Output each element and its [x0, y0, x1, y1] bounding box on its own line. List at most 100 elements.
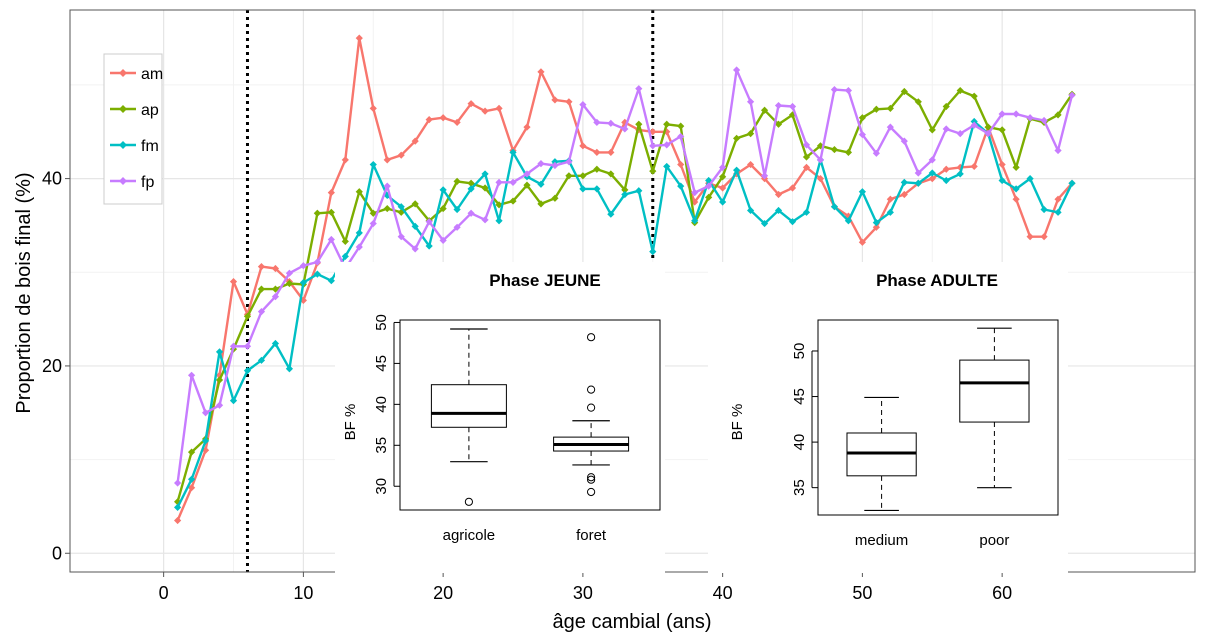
data-point [1040, 205, 1048, 214]
outlier-point [587, 487, 596, 497]
data-point [900, 178, 908, 186]
data-point [481, 184, 489, 192]
data-point [341, 237, 349, 245]
legend-marker [119, 177, 127, 185]
data-point [565, 98, 573, 106]
data-point [788, 111, 797, 119]
data-point [1068, 179, 1076, 187]
data-point [900, 87, 908, 96]
data-point [1040, 116, 1048, 125]
data-point [481, 216, 489, 224]
series-ap [174, 86, 1076, 506]
data-point [872, 223, 880, 231]
data-point [677, 132, 685, 141]
data-point [495, 201, 503, 209]
data-point [509, 148, 517, 156]
data-point [593, 185, 601, 193]
data-point [844, 148, 853, 156]
data-point [1026, 114, 1034, 122]
data-point [1054, 111, 1062, 119]
data-point [579, 101, 587, 109]
series-lines [174, 34, 1076, 525]
data-point [187, 371, 196, 379]
data-point [397, 151, 405, 159]
data-point [1012, 163, 1020, 171]
data-point [705, 182, 713, 190]
data-point [635, 120, 643, 128]
data-point [621, 125, 629, 133]
data-point [649, 142, 657, 150]
data-point [565, 172, 573, 180]
data-point [439, 204, 447, 213]
data-point [439, 186, 447, 194]
data-point [719, 184, 727, 192]
data-point [313, 209, 321, 217]
data-point [649, 248, 657, 256]
outlier-point [464, 497, 473, 506]
data-point [369, 209, 377, 217]
legend-item-ap: ap [110, 102, 159, 119]
data-point [942, 125, 950, 133]
data-point [327, 208, 335, 216]
data-point [341, 156, 349, 164]
legend: am ap fm fp [103, 53, 163, 205]
data-point [914, 169, 922, 177]
legend-item-fp: fp [110, 174, 154, 191]
data-point [411, 222, 419, 230]
data-point [956, 130, 964, 138]
data-point [537, 180, 545, 188]
legend-marker [119, 141, 127, 149]
data-point [635, 187, 643, 195]
inset-phase-adulte: Phase ADULTE BF % 35 40 45 50 medium poor [708, 262, 1068, 573]
x-tick-label: 20 [433, 583, 453, 603]
data-point [733, 66, 741, 74]
data-point [271, 339, 280, 348]
x-tick-label: 60 [992, 583, 1012, 603]
data-point [299, 278, 307, 287]
data-point [998, 176, 1006, 185]
data-point [551, 161, 559, 170]
data-point [830, 145, 839, 154]
boxplot-foret: foret [553, 333, 630, 544]
inset-y-tick-label: 50 [791, 343, 808, 360]
data-point [174, 479, 182, 487]
data-point [481, 107, 489, 115]
data-point [257, 263, 266, 271]
inset-frame [817, 319, 1059, 516]
series-fp [174, 66, 1076, 487]
data-point [271, 285, 280, 293]
data-point [691, 198, 699, 206]
data-point [607, 210, 615, 218]
y-tick-label: 0 [52, 543, 62, 563]
legend-label: fm [141, 138, 159, 155]
data-point [663, 141, 671, 149]
data-point [509, 197, 517, 205]
data-point [649, 167, 657, 175]
data-point [174, 516, 182, 525]
data-point [369, 104, 377, 112]
data-point [579, 185, 587, 193]
data-point [257, 356, 266, 364]
inset-y-tick-label: 35 [791, 479, 808, 496]
x-tick-label: 0 [159, 583, 169, 603]
data-point [663, 162, 671, 171]
data-point [621, 186, 629, 194]
inset-y-tick-label: 35 [373, 437, 390, 454]
data-point [1068, 91, 1076, 99]
legend-marker [119, 105, 127, 113]
legend-marker [119, 69, 127, 77]
iqr-box [959, 359, 1030, 423]
data-point [970, 121, 978, 129]
data-point [439, 236, 447, 245]
inset-x-tick-label: foret [576, 527, 607, 544]
legend-item-am: am [110, 66, 163, 83]
data-point [942, 102, 950, 111]
data-point [495, 178, 503, 186]
data-point [397, 203, 405, 211]
data-point [719, 163, 727, 171]
data-point [271, 264, 280, 273]
data-point [802, 163, 811, 171]
data-point [607, 148, 615, 156]
data-point [760, 106, 769, 114]
data-point [369, 160, 377, 169]
